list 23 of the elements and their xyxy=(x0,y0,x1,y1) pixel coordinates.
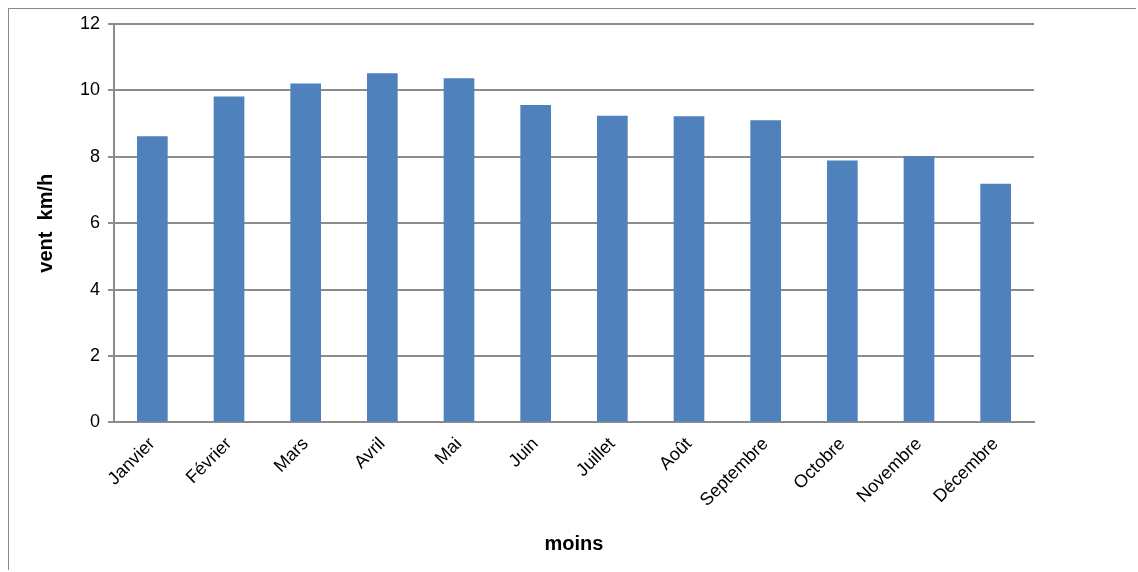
bar xyxy=(520,105,552,422)
x-axis-title: moins xyxy=(544,531,604,554)
y-tick-label: 12 xyxy=(79,12,101,33)
y-tick-label: 10 xyxy=(79,79,101,100)
y-tick-label: 0 xyxy=(90,411,101,432)
bar xyxy=(673,116,705,422)
bar xyxy=(750,120,782,422)
bar xyxy=(367,73,398,422)
y-tick-label: 6 xyxy=(90,212,101,233)
x-tick-label: Juin xyxy=(504,433,543,471)
bar xyxy=(903,156,935,422)
y-tick-label: 4 xyxy=(90,278,101,299)
bar xyxy=(980,183,1011,422)
bar xyxy=(443,78,475,422)
bar xyxy=(827,160,858,422)
bar xyxy=(597,115,628,422)
bar xyxy=(213,96,245,422)
bar xyxy=(290,83,322,422)
x-tick-label: Mai xyxy=(430,433,466,468)
y-tick-label: 2 xyxy=(90,345,101,366)
y-tick-label: 8 xyxy=(90,145,101,166)
y-axis-title: vent km/h xyxy=(33,173,56,273)
bar xyxy=(137,136,168,422)
